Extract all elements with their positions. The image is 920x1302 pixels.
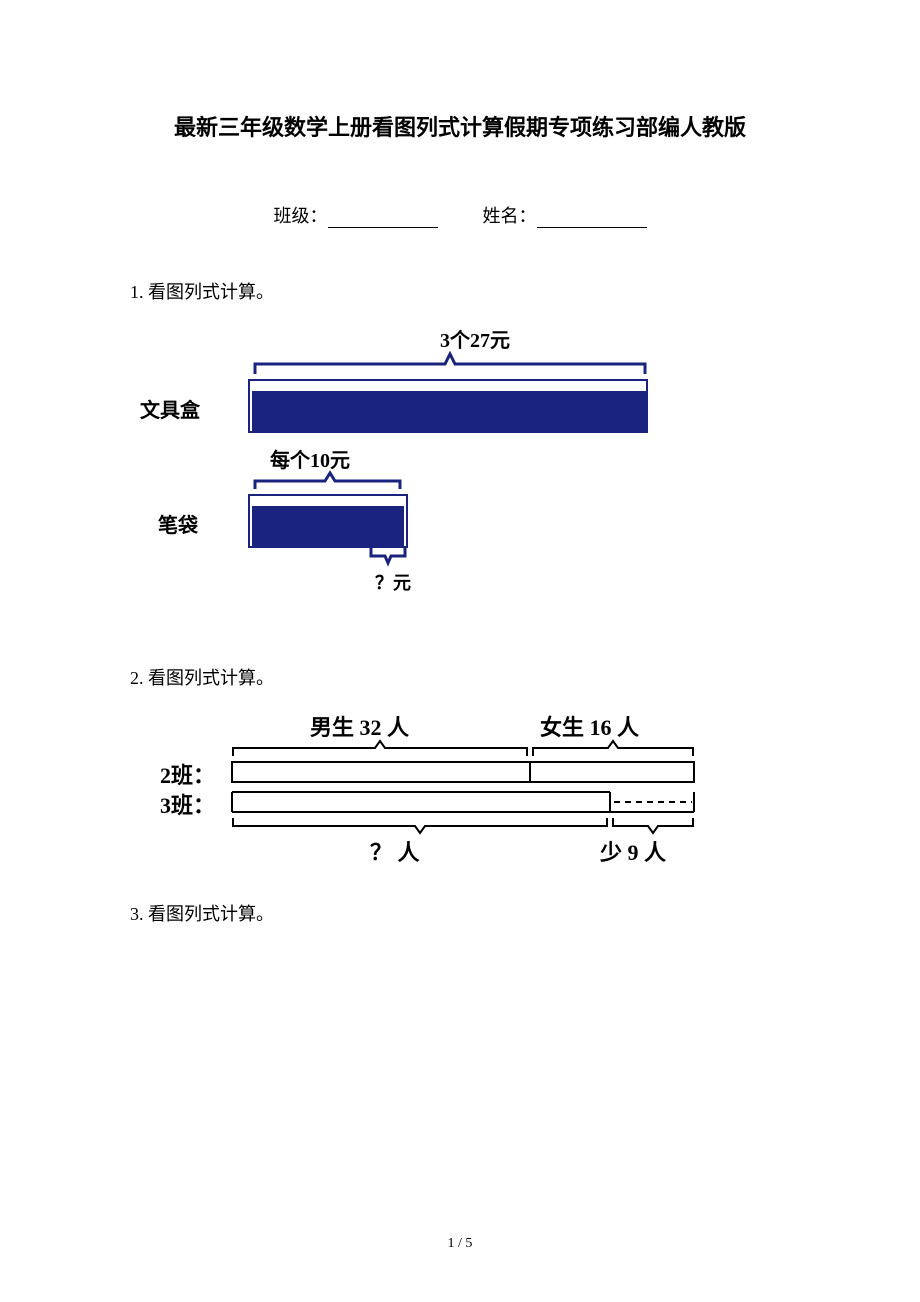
d2-less-label: 少 9 人 — [600, 835, 666, 867]
question-2: 2. 看图列式计算。 — [130, 664, 790, 690]
diagram-1: 3个27元 文具盒 每个10元 笔袋 ？元 — [140, 324, 700, 624]
question-1: 1. 看图列式计算。 — [130, 278, 790, 304]
d2-question-label: ？ 人 — [370, 835, 420, 867]
fill-row: 班级： 姓名： — [130, 202, 790, 228]
d2-class2-bar — [230, 760, 700, 785]
class-blank — [328, 209, 438, 228]
class-label: 班级： — [274, 206, 328, 226]
d2-bottom-brackets — [230, 815, 700, 837]
d1-top-bracket — [250, 349, 650, 379]
d2-class3-bar — [230, 790, 700, 815]
d1-bottom-label: ？元 — [375, 569, 411, 595]
diagram-2: 男生 32 人 女生 16 人 2班： 3班： ？ 人 少 9 人 — [160, 710, 720, 860]
d2-class2-label: 2班： — [160, 758, 215, 790]
d1-bar1-seg2 — [382, 391, 512, 431]
d1-mid-bracket — [250, 469, 410, 494]
d1-bar2 — [252, 506, 404, 546]
name-blank — [537, 209, 647, 228]
d1-row2-label: 笔袋 — [158, 509, 198, 538]
d1-bar1-seg1 — [252, 391, 382, 431]
doc-title: 最新三年级数学上册看图列式计算假期专项练习部编人教版 — [130, 110, 790, 142]
name-label: 姓名： — [483, 206, 537, 226]
d1-row1-label: 文具盒 — [140, 394, 200, 423]
d1-bar1-seg3 — [512, 391, 646, 431]
page-number: 1 / 5 — [0, 1236, 920, 1252]
question-3: 3. 看图列式计算。 — [130, 900, 790, 926]
d1-bottom-bracket — [368, 546, 408, 568]
d2-top-brackets — [230, 738, 700, 760]
d2-class3-label: 3班： — [160, 788, 215, 820]
